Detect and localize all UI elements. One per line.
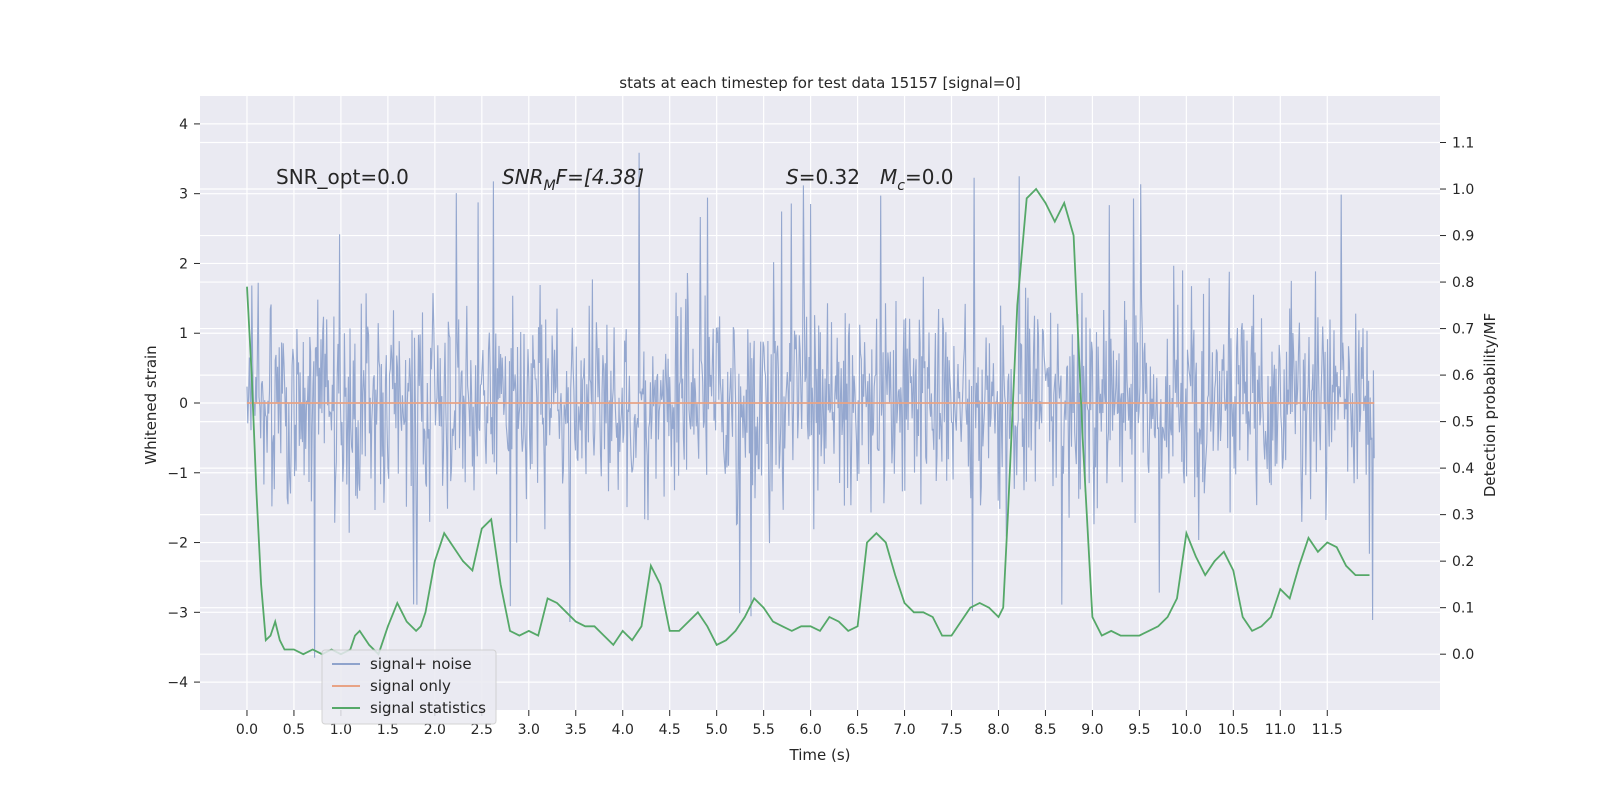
x-tick-label: 10.5 — [1218, 722, 1249, 738]
snr-mf-value: F=[4.38] — [556, 165, 644, 189]
y-left-tick-label: 4 — [179, 117, 188, 133]
x-tick-label: 8.0 — [987, 722, 1009, 738]
legend: signal+ noise signal only signal statist… — [321, 649, 497, 725]
y-right-tick-label: 0.7 — [1452, 322, 1474, 338]
legend-label-noise: signal+ noise — [370, 655, 472, 673]
x-axis-label: Time (s) — [789, 746, 851, 764]
x-tick-label: 4.5 — [659, 722, 681, 738]
y-right-tick-label: 0.4 — [1452, 461, 1474, 477]
x-tick-label: 6.5 — [846, 722, 868, 738]
y-right-tick-label: 0.1 — [1452, 601, 1474, 617]
x-axis: 0.0 0.5 1.0 1.5 2.0 2.5 3.0 3.5 4.0 4.5 5.0 5.5 6.0 6… — [236, 710, 1343, 738]
x-tick-label: 9.0 — [1081, 722, 1103, 738]
y-axis-left-label: Whitened strain — [142, 345, 160, 464]
x-tick-label: 6.0 — [799, 722, 821, 738]
mc-subscript: c — [897, 178, 905, 194]
x-tick-label: 0.0 — [236, 722, 258, 738]
y-right-tick-label: 0.8 — [1452, 275, 1474, 291]
y-right-tick-label: 0.0 — [1452, 647, 1474, 663]
s-value: =0.32 — [799, 165, 860, 189]
y-left-tick-label: 2 — [179, 256, 188, 272]
annotation-snr-opt: SNR_opt=0.0 — [276, 165, 409, 189]
annotation-mc: Mc=0.0 — [880, 165, 954, 194]
x-tick-label: 2.5 — [471, 722, 493, 738]
y-right-tick-label: 0.3 — [1452, 508, 1474, 524]
y-axis-right: 1.1 1.0 0.9 0.8 0.7 0.6 0.5 0.4 0.3 0.2 0.1 0.0 — [1440, 136, 1474, 663]
snr-mf-subscript: M — [544, 178, 556, 194]
y-left-tick-label: −3 — [167, 605, 188, 621]
x-tick-label: 3.5 — [565, 722, 587, 738]
y-left-tick-label: −1 — [167, 466, 188, 482]
y-axis-left: 4 3 2 1 0 −1 −2 −3 −4 — [167, 117, 200, 691]
y-left-tick-label: 0 — [179, 396, 188, 412]
x-tick-label: 3.0 — [518, 722, 540, 738]
x-tick-label: 10.0 — [1171, 722, 1202, 738]
x-tick-label: 2.0 — [424, 722, 446, 738]
annotation-s: S=0.32 — [786, 165, 860, 189]
s-symbol: S — [786, 165, 799, 189]
y-right-tick-label: 0.9 — [1452, 229, 1474, 245]
x-tick-label: 9.5 — [1128, 722, 1150, 738]
annotations: SNR_opt=0.0 SNRMF=[4.38] S=0.32 Mc=0.0 — [276, 165, 954, 194]
x-tick-label: 4.0 — [612, 722, 634, 738]
x-tick-label: 8.5 — [1034, 722, 1056, 738]
noise-trace — [246, 152, 1375, 658]
x-tick-label: 1.5 — [377, 722, 399, 738]
x-tick-label: 1.0 — [330, 722, 352, 738]
signal-statistics-series — [246, 187, 1370, 656]
x-tick-label: 5.5 — [753, 722, 775, 738]
y-left-tick-label: 1 — [179, 326, 188, 342]
y-left-tick-label: −2 — [167, 536, 188, 552]
x-tick-label: 5.0 — [706, 722, 728, 738]
legend-label-statistics: signal statistics — [370, 699, 486, 717]
y-right-tick-label: 1.1 — [1452, 136, 1474, 152]
snr-mf-symbol: SNR — [502, 165, 544, 189]
y-right-tick-label: 0.5 — [1452, 415, 1474, 431]
y-left-tick-label: 3 — [179, 187, 188, 203]
x-tick-label: 0.5 — [283, 722, 305, 738]
x-tick-label: 7.5 — [940, 722, 962, 738]
y-axis-right-label: Detection probability/MF — [1481, 313, 1499, 497]
x-tick-label: 11.0 — [1265, 722, 1296, 738]
legend-label-signal-only: signal only — [370, 677, 451, 695]
x-tick-label: 11.5 — [1312, 722, 1343, 738]
signal-noise-series — [246, 152, 1375, 658]
x-tick-label: 7.0 — [893, 722, 915, 738]
chart-title: stats at each timestep for test data 151… — [619, 74, 1020, 92]
mc-value: =0.0 — [905, 165, 954, 189]
y-left-tick-label: −4 — [167, 675, 188, 691]
legend-box — [321, 649, 497, 725]
annotation-snr-mf: SNRMF=[4.38] — [502, 165, 644, 194]
y-right-tick-label: 1.0 — [1452, 182, 1474, 198]
y-right-tick-label: 0.2 — [1452, 554, 1474, 570]
mc-symbol: M — [880, 165, 897, 189]
y-right-tick-label: 0.6 — [1452, 368, 1474, 384]
